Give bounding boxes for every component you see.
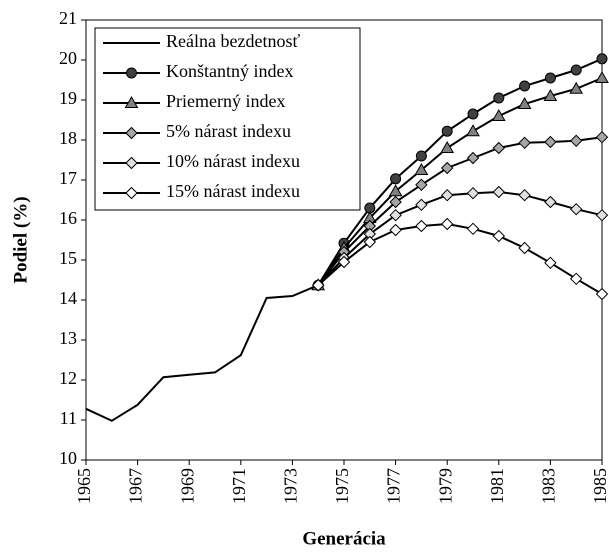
marker: [363, 235, 377, 249]
legend-label: Konštantný index: [166, 61, 294, 81]
marker: [569, 134, 583, 148]
marker: [466, 151, 480, 165]
marker: [517, 96, 532, 109]
y-tick-label: 16: [59, 208, 77, 228]
legend: Reálna bezdetnosť Konštantný index Priemer…: [94, 27, 361, 211]
marker: [415, 150, 427, 162]
marker: [125, 186, 138, 200]
marker: [414, 162, 429, 175]
marker: [595, 70, 609, 83]
marker: [544, 195, 557, 209]
legend-label: Priemerný index: [166, 91, 285, 111]
y-tick-label: 17: [59, 168, 77, 188]
marker: [466, 222, 480, 236]
legend-label: 5% nárast indexu: [166, 121, 291, 141]
y-axis-title: Podiel (%): [10, 196, 31, 283]
marker: [570, 64, 582, 76]
marker: [440, 161, 454, 175]
marker: [569, 81, 584, 94]
y-tick-label: 13: [59, 328, 77, 348]
marker: [415, 219, 428, 233]
marker: [311, 278, 325, 292]
marker: [415, 178, 428, 192]
y-tick-label: 11: [60, 408, 77, 428]
marker: [388, 184, 403, 197]
series-line: [317, 222, 603, 295]
x-tick-label: 1971: [229, 468, 249, 504]
marker: [543, 88, 558, 101]
x-axis-title: Generácia: [302, 528, 386, 549]
legend-label: Reálna bezdetnosť: [166, 31, 300, 51]
y-tick-label: 18: [59, 128, 77, 148]
x-tick-label: 1979: [435, 468, 455, 504]
series-line: [85, 284, 319, 422]
marker: [544, 256, 557, 270]
y-tick-label: 21: [59, 8, 77, 28]
x-tick-label: 1965: [74, 468, 94, 504]
marker: [466, 186, 480, 200]
marker: [491, 108, 506, 121]
y-tick-label: 12: [59, 368, 77, 388]
marker: [440, 188, 454, 202]
marker: [569, 272, 583, 286]
marker: [125, 156, 138, 170]
marker: [596, 53, 608, 65]
series-line: [317, 190, 603, 286]
x-tick-label: 1983: [539, 468, 559, 504]
marker: [124, 95, 139, 108]
x-tick-label: 1969: [177, 468, 197, 504]
x-tick-label: 1975: [332, 468, 352, 504]
y-tick-label: 20: [59, 48, 77, 68]
marker: [595, 208, 609, 222]
x-tick-label: 1967: [126, 468, 146, 504]
x-tick-label: 1981: [487, 468, 507, 504]
y-tick-label: 10: [59, 448, 77, 468]
marker: [390, 173, 402, 185]
marker: [595, 130, 609, 144]
marker: [492, 185, 506, 199]
marker: [337, 255, 351, 269]
marker: [389, 223, 402, 237]
x-tick-label: 1977: [384, 468, 404, 504]
marker: [518, 188, 531, 202]
marker: [492, 229, 506, 243]
y-tick-label: 15: [59, 248, 77, 268]
marker: [389, 195, 402, 209]
marker: [519, 80, 531, 92]
marker: [389, 208, 402, 222]
marker: [126, 67, 137, 79]
marker: [518, 136, 531, 150]
marker: [466, 124, 480, 137]
marker: [440, 217, 454, 231]
series-line: [317, 77, 603, 286]
marker: [441, 125, 453, 137]
marker: [440, 140, 455, 153]
x-tick-label: 1973: [281, 468, 301, 504]
marker: [493, 92, 505, 104]
y-tick-label: 19: [59, 88, 77, 108]
series-line: [317, 136, 603, 286]
y-tick-label: 14: [59, 288, 77, 308]
x-tick-label: 1985: [590, 468, 609, 504]
legend-label: 10% nárast indexu: [166, 151, 300, 171]
marker: [467, 108, 479, 120]
marker: [544, 72, 556, 84]
marker: [415, 198, 428, 212]
marker: [595, 287, 609, 301]
legend-label: 15% nárast indexu: [166, 181, 300, 201]
legend-box: [94, 27, 361, 211]
marker: [518, 241, 531, 255]
marker: [492, 141, 506, 155]
marker: [544, 135, 557, 149]
marker: [125, 126, 138, 140]
marker: [569, 202, 583, 216]
